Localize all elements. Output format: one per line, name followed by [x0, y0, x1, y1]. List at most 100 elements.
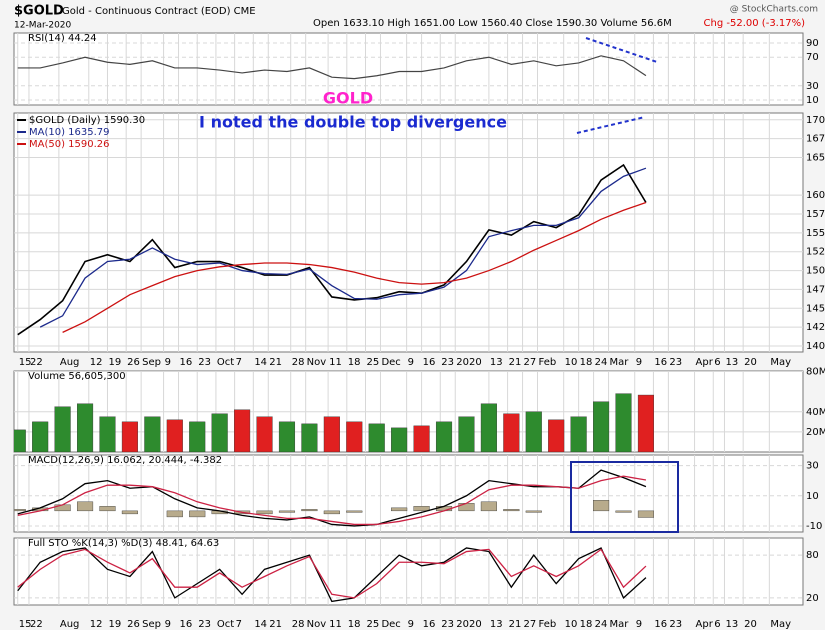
- x-tick-label: 12: [90, 619, 103, 630]
- bar: [637, 510, 655, 518]
- bar: [301, 509, 318, 512]
- x-tick-label: 6: [714, 357, 720, 368]
- x-tick-label: 11: [329, 619, 342, 630]
- quote: Open 1633.10 High 1651.00 Low 1560.40 Cl…: [313, 18, 672, 29]
- x-tick-label: Mar: [610, 357, 630, 368]
- x-tick-label: 22: [30, 619, 43, 630]
- x-tick-label: Dec: [381, 357, 400, 368]
- bar: [413, 425, 430, 452]
- x-tick-label: 16: [423, 357, 436, 368]
- line: [62, 201, 647, 333]
- x-tick-label: 24: [595, 357, 608, 368]
- y-tick-label: 30: [806, 81, 819, 92]
- bar: [234, 409, 251, 452]
- x-tick-label: 16: [180, 619, 193, 630]
- y-tick-label: 90: [806, 38, 819, 49]
- bar: [211, 413, 228, 452]
- bar: [323, 416, 340, 452]
- bar: [189, 421, 206, 452]
- bar: [615, 393, 632, 452]
- bar: [121, 510, 138, 515]
- x-tick-label: Apr: [696, 357, 714, 368]
- line: [17, 55, 647, 80]
- bar: [525, 510, 542, 513]
- x-tick-label: 12: [90, 357, 103, 368]
- bar: [144, 416, 161, 452]
- date: 12-Mar-2020: [14, 21, 72, 31]
- bar: [323, 510, 340, 515]
- bar: [548, 419, 565, 452]
- bar: [278, 510, 296, 513]
- panel-frame: [13, 454, 804, 533]
- x-tick-label: Sep: [142, 619, 161, 630]
- y-tick-label: 1575: [806, 209, 825, 220]
- x-tick-label: May: [770, 357, 791, 368]
- x-tick-label: 13: [725, 619, 738, 630]
- bar: [166, 419, 183, 452]
- plot-area: [14, 393, 655, 452]
- x-tick-label: 21: [509, 619, 522, 630]
- bar: [76, 403, 94, 452]
- y-tick-label: -10: [806, 521, 822, 532]
- x-tick-label: 13: [725, 357, 738, 368]
- overlay: GOLD I noted the double top divergence: [199, 37, 679, 533]
- bar: [278, 421, 296, 452]
- bar: [593, 500, 610, 512]
- bar: [166, 510, 183, 518]
- plot-area: [17, 547, 647, 603]
- bar: [256, 416, 273, 452]
- x-tick-label: 23: [441, 357, 454, 368]
- line: [17, 475, 647, 526]
- bar: [458, 503, 475, 512]
- bar: [615, 510, 632, 513]
- x-tick-label: 23: [441, 619, 454, 630]
- x-tick-label: 18: [348, 619, 361, 630]
- x-tick-label: 16: [423, 619, 436, 630]
- x-tick-label: 24: [595, 619, 608, 630]
- bar: [503, 509, 520, 512]
- x-tick-label: 19: [108, 357, 121, 368]
- y-tick-label: 80M: [806, 367, 825, 378]
- x-tick-label: Feb: [539, 619, 557, 630]
- x-tick-label: 26: [127, 619, 140, 630]
- bar: [413, 506, 430, 512]
- y-tick-label: 70: [806, 52, 819, 63]
- x-tick-label: Aug: [60, 619, 80, 630]
- x-tick-label: 16: [654, 357, 667, 368]
- x-tick-label: 7: [236, 619, 242, 630]
- x-tick-label: 10: [565, 357, 578, 368]
- y-tick-label: 20M: [806, 427, 825, 438]
- x-tick-label: 21: [269, 357, 282, 368]
- x-tick-label: 20: [744, 619, 757, 630]
- legend-label: MA(50) 1590.26: [29, 139, 110, 150]
- x-tick-label: 13: [490, 619, 503, 630]
- x-tick-label: 16: [654, 619, 667, 630]
- x-tick-label: 14: [254, 619, 267, 630]
- annotation: I noted the double top divergence: [199, 113, 507, 132]
- symbol: $GOLD: [14, 4, 64, 19]
- legend-label: MA(10) 1635.79: [29, 127, 110, 138]
- x-tick-label: 9: [408, 619, 414, 630]
- y-tick-label: 1450: [806, 303, 825, 314]
- bar: [525, 411, 542, 452]
- bar: [189, 510, 206, 518]
- line: [17, 547, 647, 603]
- x-tick-label: 18: [580, 357, 593, 368]
- change: Chg -52.00 (-3.17%): [704, 18, 806, 29]
- description: Gold - Continuous Contract (EOD) CME: [62, 6, 256, 17]
- y-tick-label: 1550: [806, 228, 825, 239]
- x-tick-label: 15: [19, 619, 32, 630]
- x-tick-label: Sep: [142, 357, 161, 368]
- panel-frame: [13, 32, 804, 106]
- bar: [480, 403, 497, 452]
- line: [17, 163, 647, 336]
- y-tick-label: 1600: [806, 190, 825, 201]
- price-divergence-line: [576, 116, 646, 134]
- x-tick-label: 7: [236, 357, 242, 368]
- x-tick-label: 27: [524, 619, 537, 630]
- x-tick-label: May: [770, 619, 791, 630]
- bar: [346, 421, 363, 452]
- bar: [458, 416, 475, 452]
- x-tick-label: 21: [509, 357, 522, 368]
